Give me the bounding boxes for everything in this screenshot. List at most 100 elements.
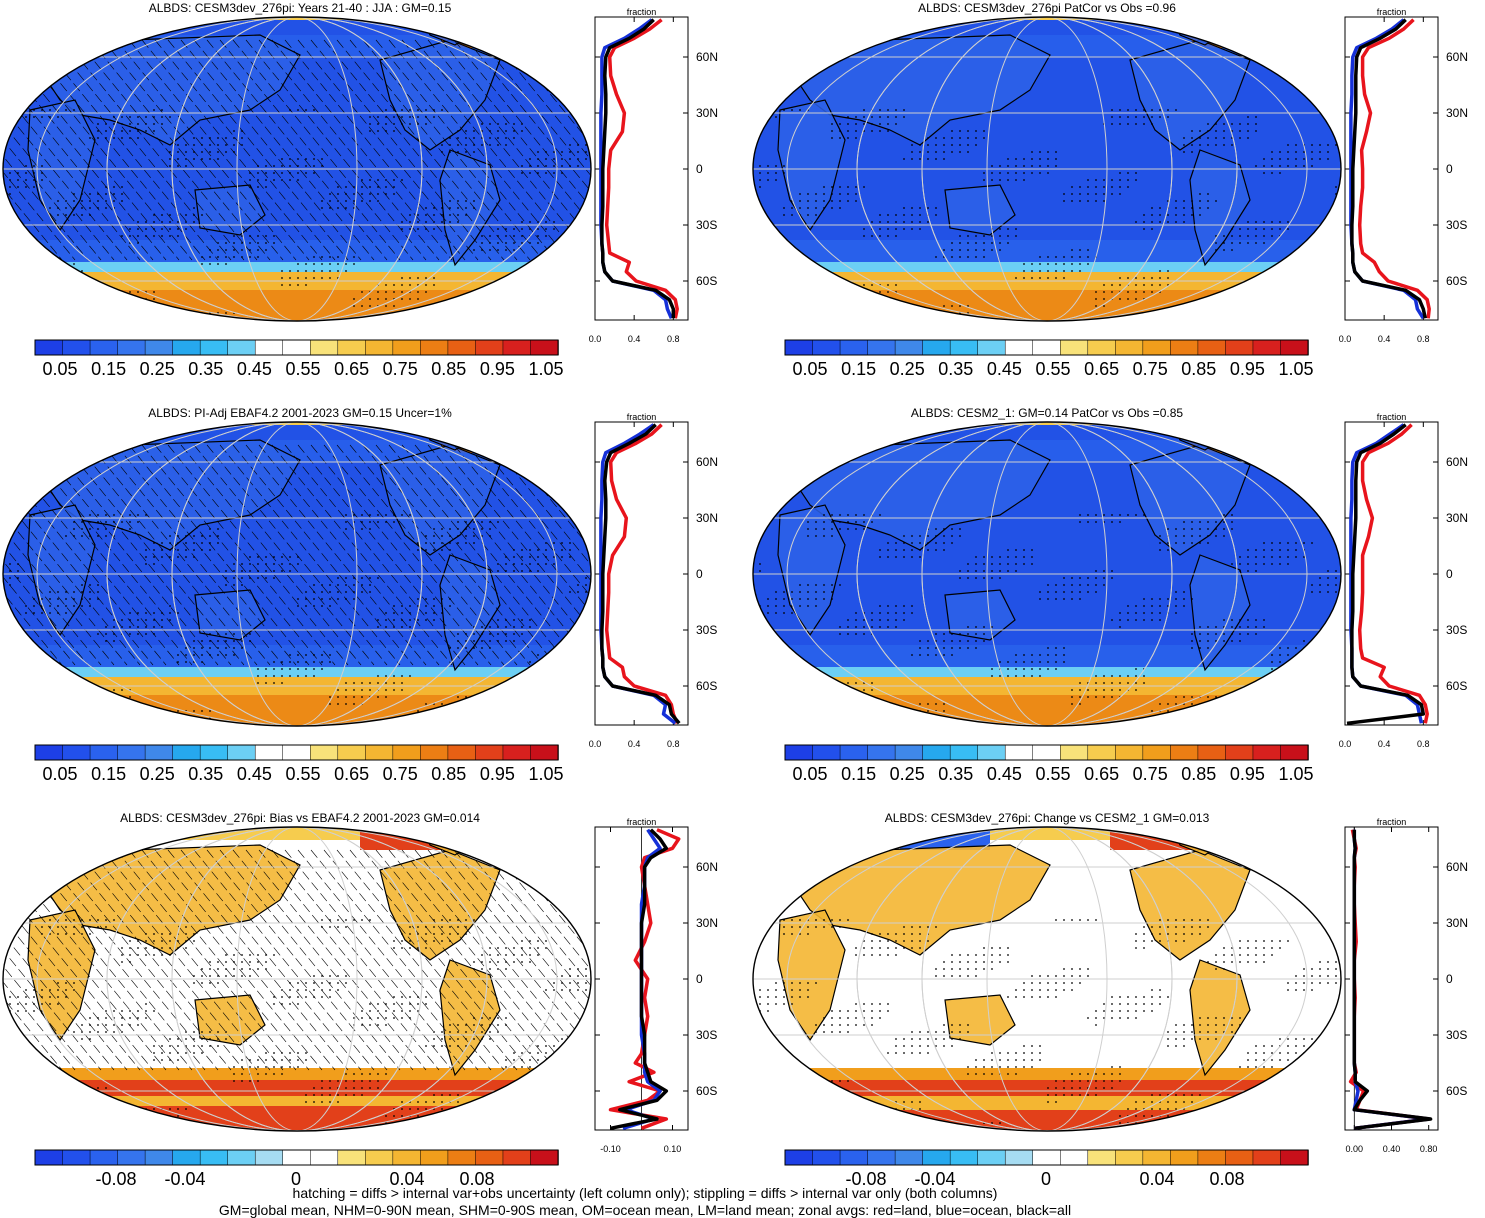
continent-outline bbox=[1189, 149, 1251, 267]
map bbox=[753, 17, 1341, 321]
colorbar-label: 0.25 bbox=[140, 764, 175, 780]
map-title: ALBDS: CESM3dev_276pi PatCor vs Obs =0.9… bbox=[918, 1, 1176, 15]
map-border bbox=[752, 16, 1342, 322]
x-tick-label: 0.40 bbox=[1383, 1144, 1401, 1154]
lat-tick-label: 60S bbox=[1446, 274, 1467, 288]
zonal-profile: fraction 60N 30N 0 30S 60S 0.00 0.40 0.80 bbox=[1344, 817, 1468, 1154]
lat-tick-label: 30S bbox=[1446, 623, 1467, 637]
colorbar-label: 0 bbox=[291, 1169, 301, 1185]
zonal-profile: fraction 60N 30N 0 30S 60S 0.0 0.4 0.8 bbox=[589, 7, 718, 344]
zonal-line-all bbox=[600, 423, 681, 725]
profile-header: fraction bbox=[627, 7, 657, 17]
lat-tick-label: 0 bbox=[696, 567, 703, 581]
lat-tick-label: 60S bbox=[696, 274, 717, 288]
colorbar-label: 0.65 bbox=[334, 359, 369, 375]
colorbar-label: 0.25 bbox=[140, 359, 175, 375]
colorbar-label: 0.15 bbox=[841, 359, 876, 375]
map-title: ALBDS: CESM3dev_276pi: Bias vs EBAF4.2 2… bbox=[120, 811, 480, 825]
colorbar-label: 0 bbox=[1041, 1169, 1051, 1185]
colorbar-label: 0.15 bbox=[841, 764, 876, 780]
colorbar-label: 0.75 bbox=[1133, 359, 1168, 375]
colorbar-label: 0.05 bbox=[42, 764, 77, 780]
continent-outline bbox=[379, 444, 501, 556]
colorbar-label: 0.65 bbox=[334, 764, 369, 780]
continent-outline bbox=[1129, 849, 1251, 961]
colorbar-label: 0.75 bbox=[1133, 764, 1168, 780]
colorbar-label: 0.04 bbox=[1139, 1169, 1174, 1185]
x-tick-label: 0.0 bbox=[1339, 739, 1352, 749]
profile-header: fraction bbox=[1377, 7, 1407, 17]
colorbar-label: 0.35 bbox=[188, 359, 223, 375]
colorbar-label: 0.08 bbox=[459, 1169, 494, 1185]
colorbar-label: 0.25 bbox=[890, 764, 925, 780]
lat-tick-label: 30N bbox=[1446, 511, 1468, 525]
colorbar-label: 0.65 bbox=[1084, 764, 1119, 780]
lat-tick-label: 30S bbox=[1446, 218, 1467, 232]
profile-header: fraction bbox=[627, 817, 657, 827]
colorbar-label: 0.85 bbox=[431, 764, 466, 780]
continent-outline bbox=[379, 39, 501, 151]
lat-tick-label: 30N bbox=[696, 511, 718, 525]
colorbar-label: 0.75 bbox=[383, 764, 418, 780]
colorbar-label: 0.55 bbox=[1035, 764, 1070, 780]
colorbar-label: 0.95 bbox=[1230, 359, 1265, 375]
panel-middle-left: ALBDS: PI-Adj EBAF4.2 2001-2023 GM=0.15 … bbox=[2, 406, 718, 780]
lat-tick-label: 0 bbox=[696, 162, 703, 176]
x-tick-label: 0.4 bbox=[1378, 739, 1391, 749]
lat-tick-label: 60N bbox=[696, 50, 718, 64]
continent-outline bbox=[1189, 554, 1251, 672]
colorbar: 0.05 0.15 0.25 0.35 0.45 0.55 0.65 0.75 0.85 0.95… bbox=[34, 744, 564, 780]
lat-tick-label: 60S bbox=[1446, 1084, 1467, 1098]
lat-tick-label: 0 bbox=[696, 972, 703, 986]
x-tick-label: 0.0 bbox=[589, 334, 602, 344]
lat-tick-label: 60N bbox=[1446, 860, 1468, 874]
colorbar-label: 0.05 bbox=[42, 359, 77, 375]
x-tick-label: 0.8 bbox=[1417, 334, 1430, 344]
colorbar-label: 0.45 bbox=[237, 764, 272, 780]
colorbar-label: -0.08 bbox=[95, 1169, 136, 1185]
lat-tick-label: 30N bbox=[696, 106, 718, 120]
x-tick-label: 0.8 bbox=[667, 739, 680, 749]
map-border bbox=[2, 826, 592, 1132]
colorbar-label: 0.35 bbox=[188, 764, 223, 780]
panel-bottom-right: ALBDS: CESM3dev_276pi: Change vs CESM2_1… bbox=[752, 811, 1468, 1185]
continent-outline bbox=[439, 959, 501, 1077]
map bbox=[753, 422, 1341, 726]
colorbar: -0.08 -0.04 0 0.04 0.08 bbox=[34, 1149, 559, 1185]
colorbar-label: 0.05 bbox=[792, 764, 827, 780]
colorbar-label: 0.85 bbox=[431, 359, 466, 375]
lat-tick-label: 60N bbox=[696, 860, 718, 874]
colorbar-label: 0.25 bbox=[890, 359, 925, 375]
map bbox=[753, 827, 1341, 1131]
colorbar-label: 0.95 bbox=[480, 359, 515, 375]
x-tick-label: 0.8 bbox=[667, 334, 680, 344]
colorbar: 0.05 0.15 0.25 0.35 0.45 0.55 0.65 0.75 0.85 0.95… bbox=[34, 339, 564, 375]
lat-tick-label: 0 bbox=[1446, 162, 1453, 176]
map-title: ALBDS: CESM2_1: GM=0.14 PatCor vs Obs =0… bbox=[911, 406, 1183, 420]
zonal-line-all bbox=[1352, 829, 1433, 1131]
x-tick-label: 0.0 bbox=[589, 739, 602, 749]
colorbar-label: -0.08 bbox=[845, 1169, 886, 1185]
zonal-line-all bbox=[1350, 18, 1428, 319]
zonal-line-land bbox=[604, 18, 679, 319]
colorbar-label: 0.95 bbox=[480, 764, 515, 780]
panel-top-left: ALBDS: CESM3dev_276pi: Years 21-40 : JJA… bbox=[2, 1, 718, 375]
lat-tick-label: 30N bbox=[696, 916, 718, 930]
colorbar: 0.05 0.15 0.25 0.35 0.45 0.55 0.65 0.75 0.85 0.95… bbox=[784, 339, 1314, 375]
colorbar-label: 0.15 bbox=[91, 764, 126, 780]
map-title: ALBDS: PI-Adj EBAF4.2 2001-2023 GM=0.15 … bbox=[148, 406, 452, 420]
lat-tick-label: 30S bbox=[696, 623, 717, 637]
zonal-profile: fraction 60N 30N 0 30S 60S -0.10 0.10 bbox=[594, 817, 718, 1154]
footnote-line-2: GM=global mean, NHM=0-90N mean, SHM=0-90… bbox=[218, 1202, 1072, 1218]
x-tick-label: 0.4 bbox=[1378, 334, 1391, 344]
lat-tick-label: 30S bbox=[1446, 1028, 1467, 1042]
colorbar-label: 0.45 bbox=[987, 359, 1022, 375]
zonal-line-all bbox=[1346, 423, 1426, 726]
map-border bbox=[2, 16, 592, 322]
continent-outline bbox=[1129, 444, 1251, 556]
panel-middle-right: ALBDS: CESM2_1: GM=0.14 PatCor vs Obs =0… bbox=[752, 406, 1468, 780]
zonal-line-all bbox=[600, 18, 676, 319]
lat-tick-label: 60N bbox=[696, 455, 718, 469]
colorbar-label: 0.85 bbox=[1181, 764, 1216, 780]
colorbar-label: -0.04 bbox=[164, 1169, 205, 1185]
